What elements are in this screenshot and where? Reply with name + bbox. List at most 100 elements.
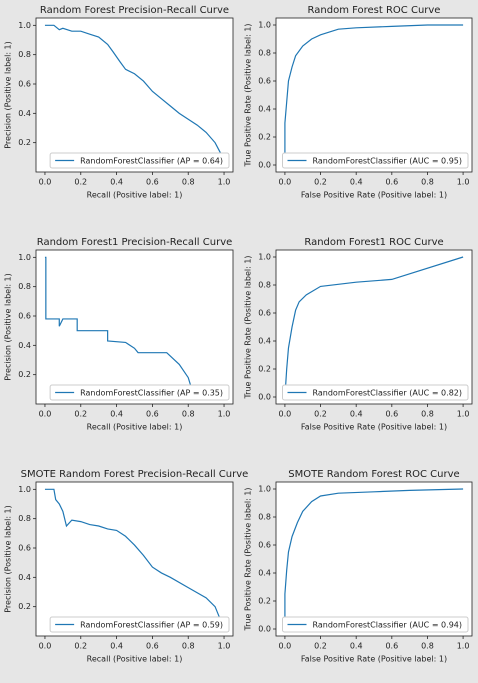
x-axis-label: False Positive Rate (Positive label: 1) [301,423,447,432]
y-tick-label: 1.0 [258,485,271,494]
y-tick-label: 0.6 [258,541,271,550]
plot-area [275,17,473,173]
y-tick-label: 0.2 [18,370,31,379]
x-tick-label: 0.2 [74,410,87,419]
x-tick-label: 0.8 [421,410,434,419]
legend-label: RandomForestClassifier (AP = 0.59) [80,621,223,630]
subplot: Random Forest Precision-Recall Curve Reca… [4,5,234,200]
x-tick-label: 0.0 [279,410,292,419]
x-tick-label: 0.2 [74,178,87,187]
y-tick-label: 0.4 [18,573,31,582]
x-tick-label: 0.4 [350,642,363,651]
y-axis-label: Precision (Positive label: 1) [4,273,13,381]
y-tick-label: 0.6 [18,312,31,321]
x-tick-label: 0.6 [385,178,398,187]
curve [284,256,464,398]
curve [44,488,225,629]
y-tick-label: 0.0 [258,625,271,634]
plot-area [35,481,234,637]
x-tick-label: 0.0 [39,178,52,187]
legend: RandomForestClassifier (AUC = 0.82) [282,384,469,401]
y-axis-label: Precision (Positive label: 1) [4,505,13,613]
x-tick-label: 0.2 [314,410,327,419]
x-tick-label: 0.2 [314,642,327,651]
y-tick-label: 0.8 [258,49,271,58]
legend-label: RandomForestClassifier (AUC = 0.95) [313,157,463,166]
y-tick-label: 0.6 [258,309,271,318]
x-tick-label: 0.8 [421,178,434,187]
x-axis-label: Recall (Positive label: 1) [87,423,183,432]
x-tick-label: 0.0 [39,410,52,419]
subplot-title: Random Forest1 ROC Curve [304,237,443,248]
x-tick-label: 0.4 [110,178,123,187]
curve [284,488,464,629]
y-tick-label: 0.2 [258,133,271,142]
x-tick-label: 1.0 [218,642,231,651]
x-tick-label: 0.4 [350,178,363,187]
y-tick-label: 1.0 [18,253,31,262]
legend-box [49,384,230,401]
subplot: SMOTE Random Forest ROC Curve False Posit… [244,469,473,664]
x-tick-label: 0.6 [385,642,398,651]
x-tick-label: 0.8 [182,410,195,419]
x-tick-label: 0.0 [279,178,292,187]
curve [284,24,464,165]
y-tick-label: 0.6 [258,77,271,86]
subplot: Random Forest ROC Curve False Positive Ra… [244,5,473,200]
plot-area [35,17,234,173]
y-tick-label: 0.8 [18,514,31,523]
y-axis-label: True Positive Rate (Positive label: 1) [244,487,253,631]
y-tick-label: 0.2 [18,138,31,147]
x-tick-label: 0.4 [350,410,363,419]
y-tick-label: 0.4 [18,109,31,118]
legend-label: RandomForestClassifier (AP = 0.35) [80,389,223,398]
x-tick-label: 0.6 [385,410,398,419]
subplot-title: Random Forest1 Precision-Recall Curve [37,237,233,248]
x-tick-label: 0.0 [279,642,292,651]
curve [44,256,225,398]
legend-label: RandomForestClassifier (AUC = 0.82) [313,389,463,398]
y-tick-label: 1.0 [18,21,31,30]
y-axis-label: True Positive Rate (Positive label: 1) [244,255,253,399]
legend-box [282,152,469,169]
x-axis-label: Recall (Positive label: 1) [87,191,183,200]
y-tick-label: 0.8 [258,513,271,522]
subplot-title: Random Forest ROC Curve [308,5,441,16]
y-axis-label: Precision (Positive label: 1) [4,41,13,149]
x-tick-label: 0.2 [314,178,327,187]
y-tick-label: 0.2 [258,597,271,606]
y-tick-label: 0.8 [258,281,271,290]
subplot-title: SMOTE Random Forest Precision-Recall Cur… [21,469,249,480]
y-tick-label: 1.0 [258,253,271,262]
x-tick-label: 0.4 [110,410,123,419]
legend-box [49,152,230,169]
subplot-title: SMOTE Random Forest ROC Curve [288,469,459,480]
y-tick-label: 0.4 [258,105,271,114]
legend-label: RandomForestClassifier (AP = 0.64) [80,157,223,166]
y-tick-label: 0.8 [18,50,31,59]
x-tick-label: 1.0 [457,178,470,187]
x-axis-label: False Positive Rate (Positive label: 1) [301,655,447,664]
legend-box [282,384,469,401]
x-tick-label: 0.0 [39,642,52,651]
y-tick-label: 0.6 [18,80,31,89]
y-tick-label: 0.2 [258,365,271,374]
legend-label: RandomForestClassifier (AUC = 0.94) [313,621,463,630]
y-tick-label: 1.0 [258,21,271,30]
y-tick-label: 0.0 [258,393,271,402]
x-tick-label: 1.0 [457,642,470,651]
y-axis-label: True Positive Rate (Positive label: 1) [244,23,253,167]
y-tick-label: 0.0 [258,161,271,170]
y-tick-label: 0.4 [18,341,31,350]
legend: RandomForestClassifier (AP = 0.35) [49,384,230,401]
x-tick-label: 0.8 [182,178,195,187]
legend-box [49,616,230,633]
x-tick-label: 0.6 [146,410,159,419]
plot-area [35,249,234,405]
subplot-title: Random Forest Precision-Recall Curve [40,5,229,16]
legend: RandomForestClassifier (AUC = 0.95) [282,152,469,169]
x-tick-label: 0.6 [146,642,159,651]
x-tick-label: 0.2 [74,642,87,651]
legend-box [282,616,469,633]
